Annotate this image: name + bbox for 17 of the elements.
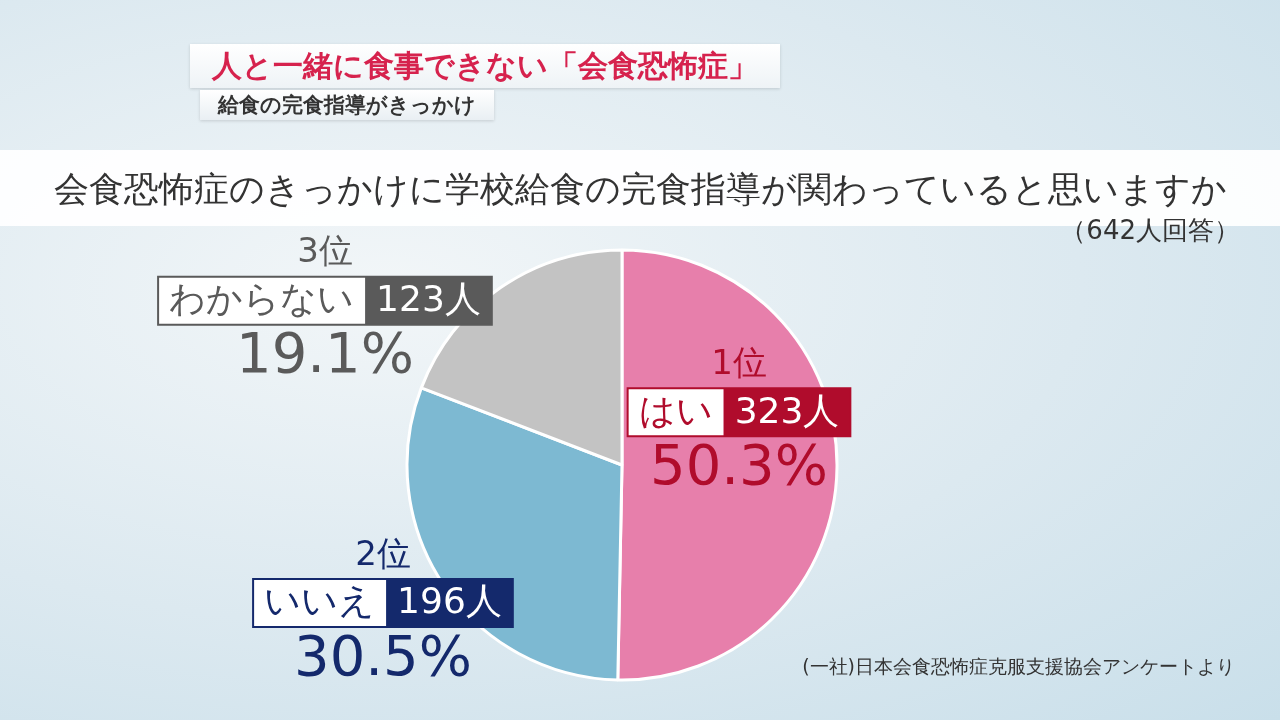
text: 19.1%	[236, 320, 414, 386]
text: 30.5%	[294, 622, 472, 688]
text: 2位	[355, 532, 411, 573]
headline-banner: 人と一緒に食事できない「会食恐怖症」	[190, 44, 780, 88]
caption-banner: 給食の完食指導がきっかけ	[200, 90, 494, 120]
slice-label: わからない	[169, 278, 355, 320]
slice-label: はい	[638, 389, 713, 431]
data-label: 123人	[376, 278, 481, 320]
text: （642人回答）	[1060, 214, 1240, 246]
data-label: 196人	[397, 580, 502, 622]
chart-title: 会食恐怖症のきっかけに学校給食の完食指導が関わっていると思いますか	[52, 168, 1228, 210]
data-label: 323人	[734, 389, 840, 431]
slice-label: いいえ	[264, 580, 376, 622]
text: 3位	[297, 230, 353, 271]
text: (一社)日本会食恐怖症克服支援協会アンケートより	[802, 654, 1235, 678]
text: 1位	[711, 342, 767, 383]
text: 50.3%	[650, 431, 828, 497]
